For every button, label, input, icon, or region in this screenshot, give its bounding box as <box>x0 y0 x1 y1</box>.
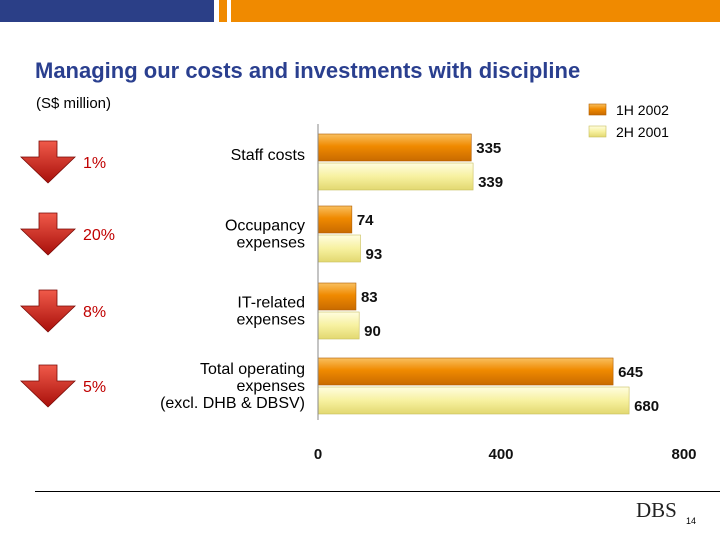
down-arrow-icon <box>20 140 76 184</box>
page-number: 14 <box>686 516 697 526</box>
data-label: 90 <box>364 323 381 340</box>
data-label: 339 <box>478 174 503 191</box>
top-color-bar <box>0 0 720 22</box>
bar <box>317 162 474 191</box>
change-percent: 8% <box>83 304 106 321</box>
down-arrow-icon <box>20 364 76 408</box>
cost-bar-chart: 1%20%8%5% Staff costsOccupancyexpensesIT… <box>20 102 697 463</box>
down-arrow-icon <box>20 212 76 256</box>
category-label: expenses <box>237 235 306 252</box>
category-label: IT-related <box>237 295 305 312</box>
bar <box>317 357 614 386</box>
legend-swatch <box>588 125 607 138</box>
bar <box>317 133 472 162</box>
bar <box>317 386 630 415</box>
data-label: 645 <box>618 364 643 381</box>
top-bar-segment <box>0 0 214 22</box>
data-label: 335 <box>476 140 501 157</box>
bar <box>317 205 353 234</box>
category-label: expenses <box>237 312 306 329</box>
top-bar-segment <box>231 0 720 22</box>
x-tick-label: 400 <box>488 446 513 463</box>
unit-label: (S$ million) <box>36 95 112 112</box>
category-label: Staff costs <box>231 147 305 164</box>
data-label: 74 <box>357 212 374 229</box>
category-label: (excl. DHB & DBSV) <box>160 395 305 412</box>
footer-divider <box>35 491 720 492</box>
category-label: expenses <box>237 378 306 395</box>
legend-label: 2H 2001 <box>616 124 669 140</box>
data-label: 93 <box>366 246 383 263</box>
top-bar-segment <box>219 0 227 22</box>
bar <box>317 234 361 263</box>
change-percent: 5% <box>83 379 106 396</box>
change-percent: 20% <box>83 227 115 244</box>
dbs-logo: DBS <box>636 498 677 522</box>
data-label: 83 <box>361 289 378 306</box>
bar <box>317 282 357 311</box>
x-tick-label: 800 <box>671 446 696 463</box>
slide-title: Managing our costs and investments with … <box>35 58 581 83</box>
x-tick-label: 0 <box>314 446 322 463</box>
change-percent: 1% <box>83 155 106 172</box>
bar <box>317 311 360 340</box>
category-label: Occupancy <box>225 218 305 235</box>
down-arrow-icon <box>20 289 76 333</box>
category-label: Total operating <box>200 361 305 378</box>
legend-swatch <box>588 103 607 116</box>
data-label: 680 <box>634 398 659 415</box>
legend-label: 1H 2002 <box>616 102 669 118</box>
